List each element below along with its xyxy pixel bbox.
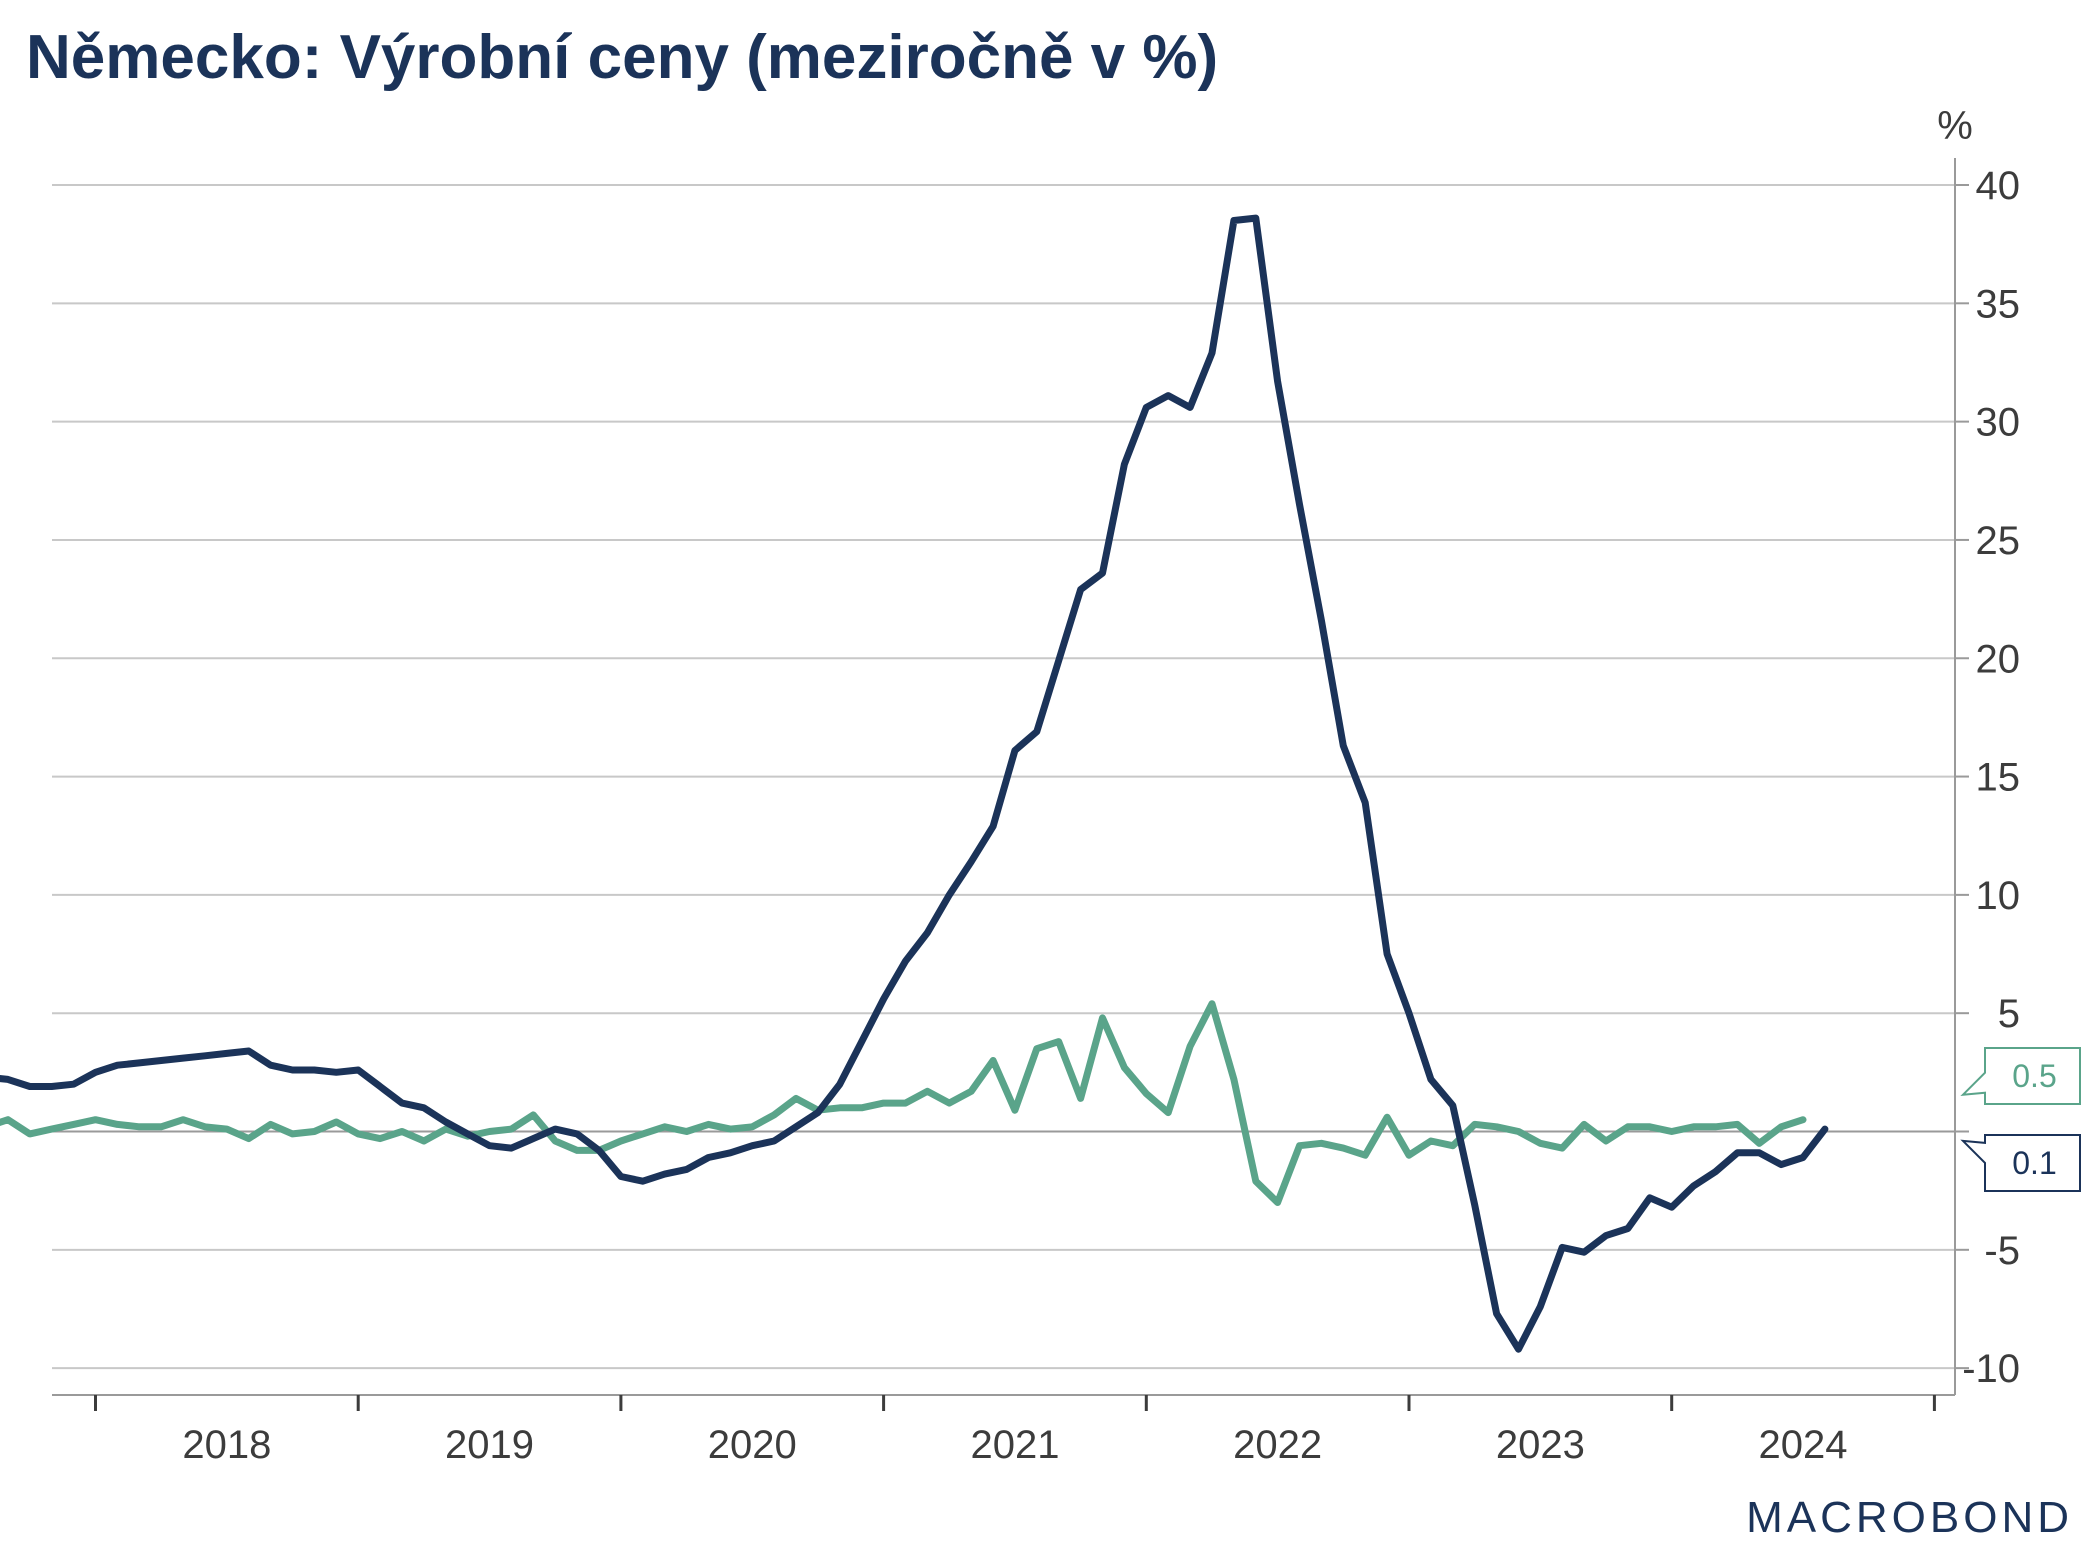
end-value-label: 0.1: [1960, 1134, 2081, 1192]
y-tick-label: 5: [1998, 992, 2020, 1036]
end-labels: 0.1 0.5: [1960, 1047, 2081, 1192]
series-line: [0, 1000, 1807, 1206]
y-tick-label: 20: [1976, 637, 2021, 681]
tick-labels: 40 35 30 25 20 15 10 5 -5 -10 2018 2019 2020 2021 2022…: [182, 164, 2020, 1467]
x-tick-label: 2019: [445, 1423, 534, 1467]
end-label-box: [1960, 1047, 2081, 1105]
y-tick-label: -10: [1962, 1347, 2020, 1391]
y-tick-label: 40: [1976, 164, 2021, 208]
chart-title: Německo: Výrobní ceny (meziročně v %): [26, 23, 1219, 92]
x-tick-label: 2020: [708, 1423, 797, 1467]
y-unit-label: %: [1937, 104, 1973, 148]
end-value-label: 0.5: [1960, 1047, 2081, 1105]
macrobond-logo: MACROBOND: [1746, 1493, 2073, 1542]
series-line: [0, 214, 1829, 1353]
end-label-value: 0.5: [2012, 1058, 2056, 1094]
series-lines: [0, 214, 1829, 1353]
y-tick-label: 35: [1976, 282, 2021, 326]
y-tick-label: -5: [1984, 1229, 2020, 1273]
x-tick-label: 2022: [1233, 1423, 1322, 1467]
end-label-value: 0.1: [2012, 1145, 2056, 1181]
y-tick-label: 10: [1976, 874, 2021, 918]
x-tick-label: 2024: [1759, 1423, 1848, 1467]
y-tick-label: 25: [1976, 519, 2021, 563]
y-tick-label: 15: [1976, 756, 2021, 800]
x-tick-label: 2023: [1496, 1423, 1585, 1467]
x-tick-label: 2021: [970, 1423, 1059, 1467]
gridlines: [52, 184, 1955, 1370]
x-tick-label: 2018: [182, 1423, 271, 1467]
y-tick-label: 30: [1976, 401, 2021, 445]
axes: [52, 158, 1969, 1411]
end-label-box: [1960, 1134, 2081, 1192]
